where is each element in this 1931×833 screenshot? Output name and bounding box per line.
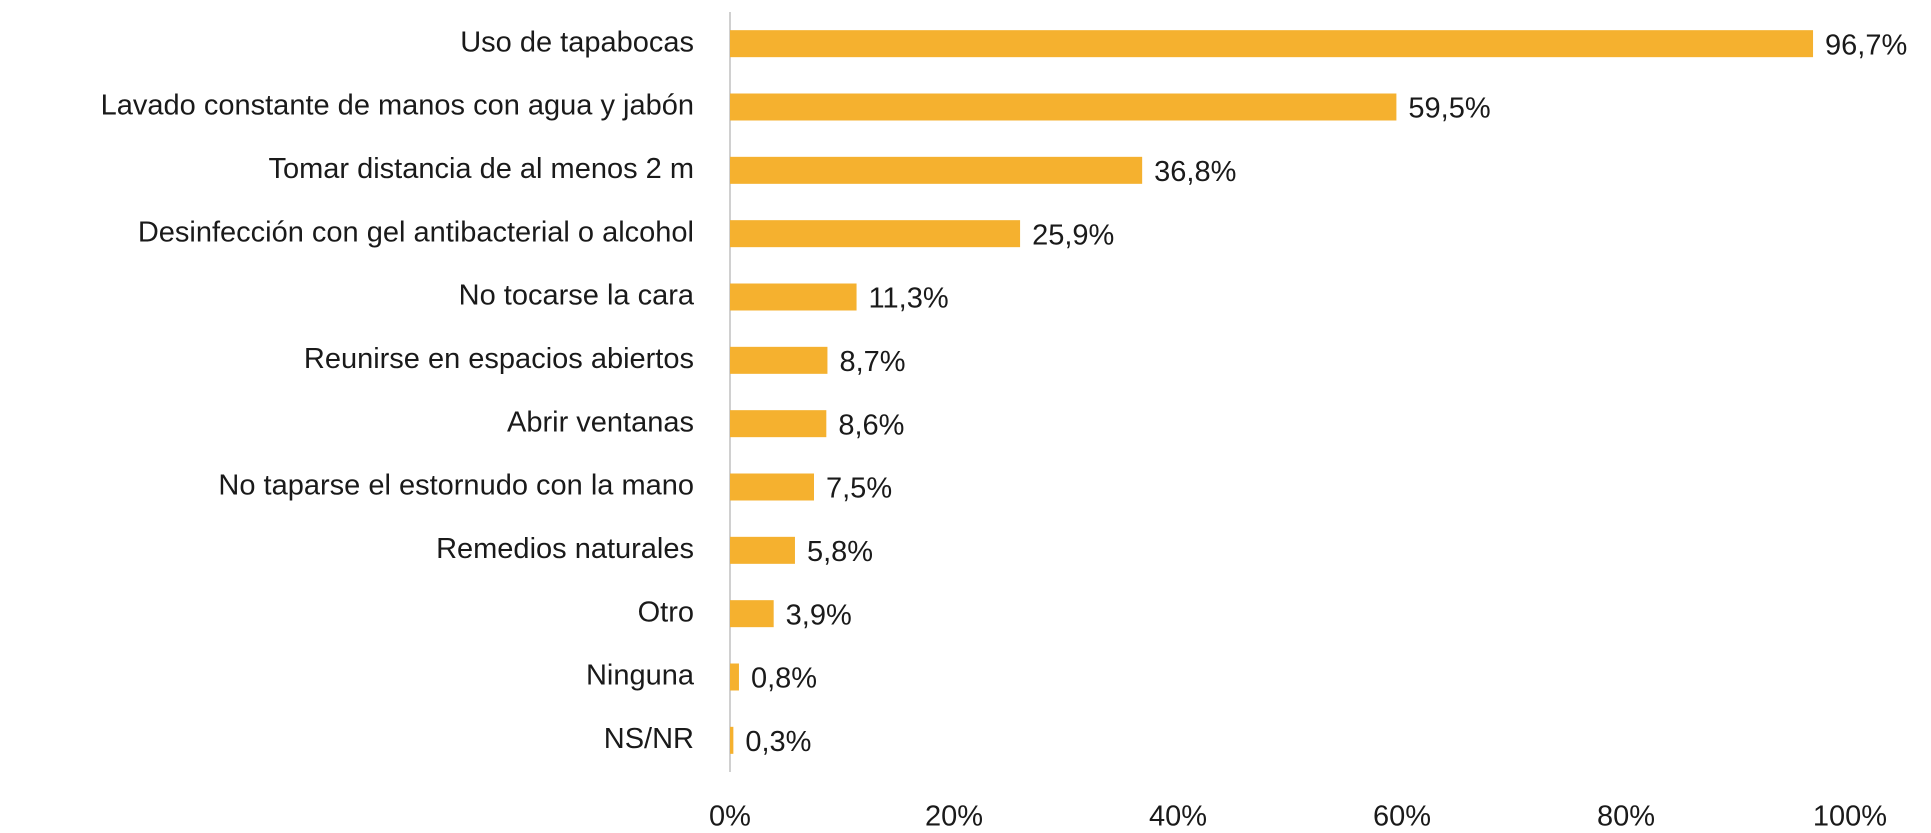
y-tick-label: NS/NR: [604, 723, 694, 755]
y-tick-label: No taparse el estornudo con la mano: [218, 470, 694, 502]
bar: [730, 473, 814, 501]
bar: [730, 663, 739, 691]
bar: [730, 156, 1143, 184]
data-label: 8,6%: [838, 409, 904, 441]
x-tick-label: 0%: [709, 801, 751, 833]
x-tick-label: 80%: [1597, 801, 1655, 833]
y-tick-label: No tocarse la cara: [459, 280, 695, 312]
bar: [730, 283, 857, 311]
data-label: 11,3%: [869, 283, 949, 315]
x-tick-label: 20%: [925, 801, 983, 833]
data-label: 5,8%: [807, 536, 873, 568]
y-tick-label: Otro: [638, 596, 694, 628]
bar: [730, 726, 734, 754]
data-label: 3,9%: [786, 599, 852, 631]
bar: [730, 220, 1021, 248]
y-tick-label: Lavado constante de manos con agua y jab…: [101, 90, 694, 122]
data-label: 8,7%: [839, 346, 905, 378]
y-tick-label: Desinfección con gel antibacterial o alc…: [138, 216, 694, 248]
bar: [730, 93, 1397, 121]
data-label: 59,5%: [1408, 93, 1490, 125]
data-label: 0,3%: [745, 726, 811, 758]
y-tick-label: Remedios naturales: [436, 533, 694, 565]
data-label: 7,5%: [826, 473, 892, 505]
bar: [730, 600, 774, 628]
bar: [730, 536, 795, 564]
data-label: 96,7%: [1825, 29, 1907, 61]
x-tick-label: 60%: [1373, 801, 1431, 833]
y-tick-label: Reunirse en espacios abiertos: [304, 343, 694, 375]
x-tick-label: 40%: [1149, 801, 1207, 833]
bar: [730, 30, 1814, 58]
data-label: 25,9%: [1032, 219, 1114, 251]
bar: [730, 346, 828, 374]
x-tick-label: 100%: [1813, 801, 1887, 833]
data-label: 36,8%: [1154, 156, 1236, 188]
y-tick-label: Ninguna: [586, 660, 695, 692]
bar: [730, 410, 827, 438]
y-tick-label: Abrir ventanas: [507, 406, 694, 438]
data-label: 0,8%: [751, 663, 817, 695]
y-tick-label: Tomar distancia de al menos 2 m: [268, 153, 694, 185]
y-tick-label: Uso de tapabocas: [460, 26, 694, 58]
